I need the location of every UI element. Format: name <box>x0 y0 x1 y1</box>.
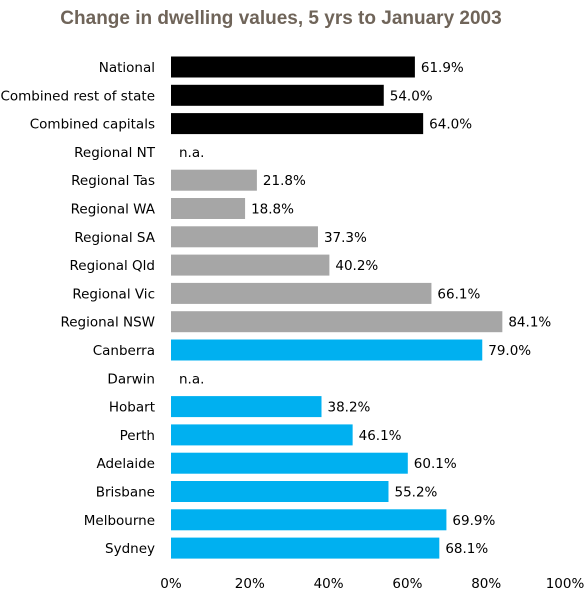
category-label: Melbourne <box>84 513 155 529</box>
bar-group-combined-capitals: Combined capitals 64.0% <box>30 113 472 135</box>
category-label: Regional NSW <box>60 315 155 331</box>
category-label: National <box>99 60 155 76</box>
category-label: Adelaide <box>96 456 155 472</box>
bar-group-regional-vic: Regional Vic 66.1% <box>72 282 480 304</box>
bar-group-perth: Perth 46.1% <box>120 424 402 446</box>
data-label: n.a. <box>179 371 204 387</box>
x-tick-label: 20% <box>235 576 265 592</box>
category-label: Darwin <box>107 371 155 387</box>
data-label: 40.2% <box>335 258 378 274</box>
bar <box>171 56 415 78</box>
bars-layer: National 61.9% Combined rest of state 54.0%… <box>0 56 551 559</box>
bar <box>171 198 246 219</box>
bar <box>171 452 408 474</box>
category-label: Canberra <box>93 343 155 359</box>
bar-group-regional-nsw: Regional NSW 84.1% <box>60 311 551 333</box>
category-label: Sydney <box>105 541 155 557</box>
category-label: Regional Qld <box>70 258 155 274</box>
category-label: Regional Vic <box>72 286 155 302</box>
category-label: Regional WA <box>71 202 156 218</box>
data-label: 66.1% <box>437 286 480 302</box>
x-tick-label: 40% <box>314 576 344 592</box>
bar-group-regional-tas: Regional Tas 21.8% <box>71 169 306 191</box>
category-label: Combined capitals <box>30 117 155 133</box>
bar <box>171 396 322 418</box>
data-label: 68.1% <box>445 541 488 557</box>
data-label: 69.9% <box>452 513 495 529</box>
bar-group-darwin: Darwin n.a. <box>107 371 204 387</box>
bar-group-combined-rest-of-state: Combined rest of state 54.0% <box>0 84 433 106</box>
bar <box>171 537 440 559</box>
chart-title: Change in dwelling values, 5 yrs to Janu… <box>60 8 501 29</box>
category-label: Regional SA <box>74 230 155 246</box>
x-tick-label: 60% <box>392 576 422 592</box>
bar-group-brisbane: Brisbane 55.2% <box>96 481 438 502</box>
data-label: 18.8% <box>251 202 294 218</box>
bar-group-regional-wa: Regional WA 18.8% <box>71 198 294 219</box>
data-label: 54.0% <box>390 88 433 104</box>
bar-group-regional-sa: Regional SA 37.3% <box>74 226 367 248</box>
data-label: n.a. <box>179 145 204 161</box>
data-label: 37.3% <box>324 230 367 246</box>
bar-group-adelaide: Adelaide 60.1% <box>96 452 457 474</box>
bar-group-canberra: Canberra 79.0% <box>93 339 531 361</box>
category-label: Regional NT <box>74 145 156 161</box>
category-label: Brisbane <box>96 485 155 501</box>
bar-group-national: National 61.9% <box>99 56 464 78</box>
data-label: 38.2% <box>328 400 371 416</box>
data-label: 21.8% <box>263 173 306 189</box>
bar <box>171 509 447 531</box>
category-label: Hobart <box>109 400 155 416</box>
x-axis-ticks: 0% 20% 40% 60% 80% 100% <box>160 576 584 592</box>
category-label: Regional Tas <box>71 173 155 189</box>
data-label: 60.1% <box>414 456 457 472</box>
data-label: 64.0% <box>429 117 472 133</box>
bar <box>171 113 424 135</box>
data-label: 55.2% <box>394 485 437 501</box>
bar <box>171 282 432 304</box>
x-tick-label: 0% <box>160 576 182 592</box>
x-tick-label: 80% <box>471 576 501 592</box>
bar <box>171 339 483 361</box>
data-label: 46.1% <box>359 428 402 444</box>
bar <box>171 254 330 276</box>
bar-group-regional-nt: Regional NT n.a. <box>74 145 204 161</box>
bar <box>171 424 353 446</box>
bar <box>171 311 503 333</box>
bar <box>171 169 257 191</box>
bar <box>171 481 389 502</box>
bar-group-melbourne: Melbourne 69.9% <box>84 509 495 531</box>
bar <box>171 226 318 248</box>
bar-group-regional-qld: Regional Qld 40.2% <box>70 254 378 276</box>
data-label: 61.9% <box>421 60 464 76</box>
bar-group-sydney: Sydney 68.1% <box>105 537 488 559</box>
bar-group-hobart: Hobart 38.2% <box>109 396 371 418</box>
data-label: 79.0% <box>488 343 531 359</box>
bar <box>171 84 384 106</box>
x-tick-label: 100% <box>546 576 585 592</box>
category-label: Combined rest of state <box>0 88 155 104</box>
category-label: Perth <box>120 428 155 444</box>
data-label: 84.1% <box>508 315 551 331</box>
